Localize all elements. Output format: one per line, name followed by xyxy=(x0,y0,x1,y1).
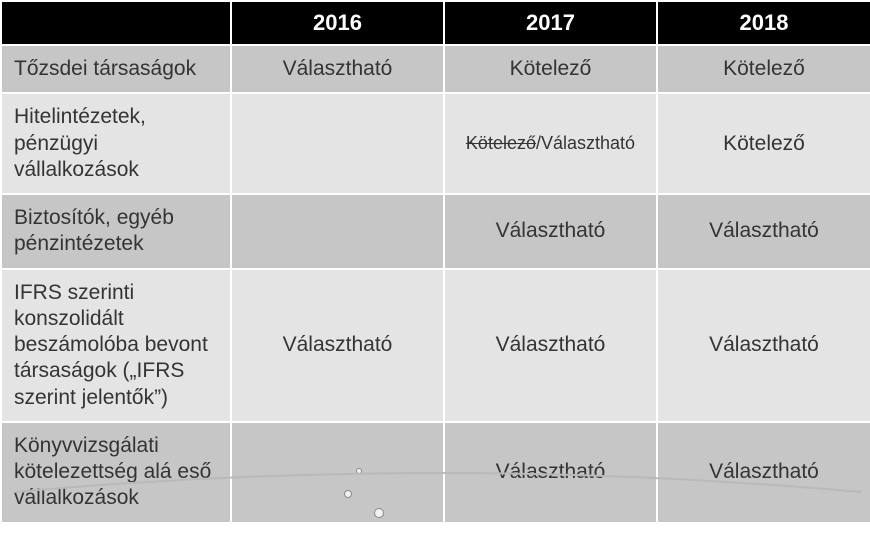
ifrs-adoption-table: 2016 2017 2018 Tőzsdei társaságok Válasz… xyxy=(0,0,870,524)
cell-2017: Választható xyxy=(444,194,657,269)
table-row: Hitelintézetek, pénzügyi vállalkozások K… xyxy=(1,93,870,194)
cell-2018: Kötelező xyxy=(657,93,870,194)
cell-2017-plain: Választható xyxy=(541,133,635,153)
cell-2016: Választható xyxy=(231,45,444,93)
header-2016: 2016 xyxy=(231,1,444,45)
row-label: Hitelintézetek, pénzügyi vállalkozások xyxy=(1,93,231,194)
cell-2016 xyxy=(231,93,444,194)
cell-2018: Választható xyxy=(657,194,870,269)
row-label: IFRS szerinti konszolidált beszámolóba b… xyxy=(1,269,231,422)
row-label: Tőzsdei társaságok xyxy=(1,45,231,93)
bubble-icon xyxy=(344,490,352,498)
cell-2017: Választható xyxy=(444,269,657,422)
bubble-icon xyxy=(374,508,384,518)
cell-2017: Választható xyxy=(444,422,657,523)
table-row: Biztosítók, egyéb pénzintézetek Választh… xyxy=(1,194,870,269)
cell-2016: Választható xyxy=(231,269,444,422)
cell-2017: Kötelező xyxy=(444,45,657,93)
cell-2017-strike: Kötelező xyxy=(466,133,536,153)
row-label: Biztosítók, egyéb pénzintézetek xyxy=(1,194,231,269)
cell-2018: Kötelező xyxy=(657,45,870,93)
table-row: IFRS szerinti konszolidált beszámolóba b… xyxy=(1,269,870,422)
header-row: 2016 2017 2018 xyxy=(1,1,870,45)
header-2018: 2018 xyxy=(657,1,870,45)
cell-2018: Választható xyxy=(657,269,870,422)
row-label: Könyvvizsgálati kötelezettség alá eső vá… xyxy=(1,422,231,523)
cell-2016 xyxy=(231,422,444,523)
cell-2018: Választható xyxy=(657,422,870,523)
table-row: Könyvvizsgálati kötelezettség alá eső vá… xyxy=(1,422,870,523)
header-2017: 2017 xyxy=(444,1,657,45)
cell-2016 xyxy=(231,194,444,269)
cell-2017: Kötelező/Választható xyxy=(444,93,657,194)
bubble-icon xyxy=(356,468,362,474)
table-row: Tőzsdei társaságok Választható Kötelező … xyxy=(1,45,870,93)
header-blank xyxy=(1,1,231,45)
